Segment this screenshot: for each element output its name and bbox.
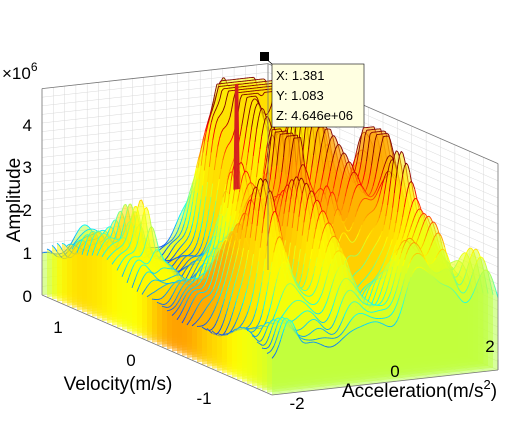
surface-line (164, 307, 166, 308)
surface-line (217, 334, 219, 335)
surface-line (161, 304, 163, 305)
surface-line (170, 283, 172, 284)
surface-line (146, 264, 148, 265)
surface-line (164, 304, 166, 305)
surface-line (187, 279, 189, 280)
surface-line (329, 129, 331, 130)
surface-line (193, 257, 195, 258)
surface-line (175, 275, 177, 276)
surface-line (355, 256, 357, 257)
surface-line (162, 306, 164, 307)
surface-line (162, 268, 164, 269)
surface-line (190, 278, 192, 279)
surface-line (237, 224, 239, 225)
surface-line (194, 290, 196, 291)
surface-line (86, 235, 88, 236)
surface-line (176, 257, 178, 258)
surface-line (101, 230, 103, 231)
surface-line (168, 283, 170, 284)
surface-line (359, 184, 361, 185)
surface-line (159, 299, 161, 300)
surface-line (163, 280, 165, 281)
surface-line (183, 279, 185, 280)
surface-line (220, 241, 222, 242)
surface-line (149, 272, 151, 273)
surface-line (169, 310, 171, 311)
surface-line (113, 238, 115, 239)
surface-line (79, 240, 81, 241)
surface-mesh (42, 77, 498, 395)
surface-line (181, 256, 183, 257)
surface-line (326, 186, 328, 187)
surface-line (198, 255, 200, 256)
surface-line (163, 283, 165, 284)
surface-line (296, 177, 298, 178)
surface-line (219, 334, 221, 335)
surface-line (132, 257, 134, 258)
surface-line (114, 239, 116, 240)
surface-line (47, 249, 49, 250)
